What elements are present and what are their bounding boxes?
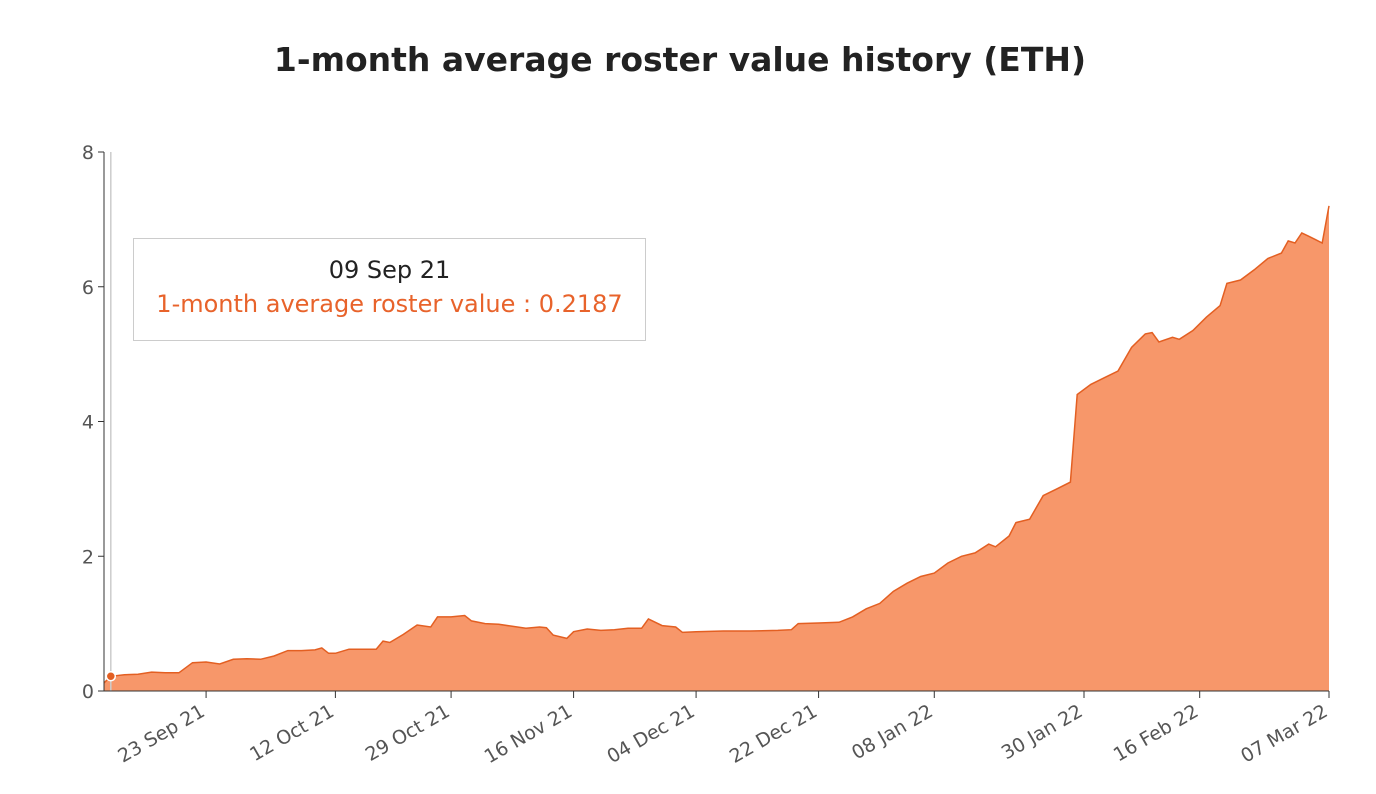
- x-tick-label: 22 Dec 21: [726, 700, 821, 768]
- area-fill: [104, 205, 1329, 691]
- area-line: [103, 205, 1330, 684]
- chart-title: 1-month average roster value history (ET…: [273, 40, 1087, 79]
- x-tick-label: 23 Sep 21: [114, 700, 208, 767]
- tooltip-value: 1-month average roster value : 0.2187: [156, 290, 623, 318]
- x-tick-label: 16 Feb 22: [1110, 700, 1202, 766]
- y-tick-label: 4: [82, 412, 94, 434]
- y-tick-label: 0: [82, 681, 94, 703]
- x-tick-label: 12 Oct 21: [246, 700, 338, 766]
- y-tick-label: 8: [82, 142, 94, 164]
- plot-area: [103, 152, 1330, 691]
- x-tick-label: 29 Oct 21: [362, 700, 454, 766]
- hover-marker: [105, 671, 117, 682]
- tooltip-date: 09 Sep 21: [328, 256, 451, 284]
- x-tick-label: 16 Nov 21: [481, 700, 576, 768]
- x-tick-label: 08 Jan 22: [848, 700, 937, 764]
- y-tick-label: 6: [82, 277, 94, 299]
- x-tick-label: 07 Mar 22: [1237, 700, 1331, 767]
- x-tick-label: 04 Dec 21: [603, 700, 698, 768]
- x-tick-label: 30 Jan 22: [998, 700, 1087, 764]
- tooltip: 09 Sep 21 1-month average roster value :…: [133, 238, 646, 341]
- y-tick-label: 2: [82, 546, 94, 568]
